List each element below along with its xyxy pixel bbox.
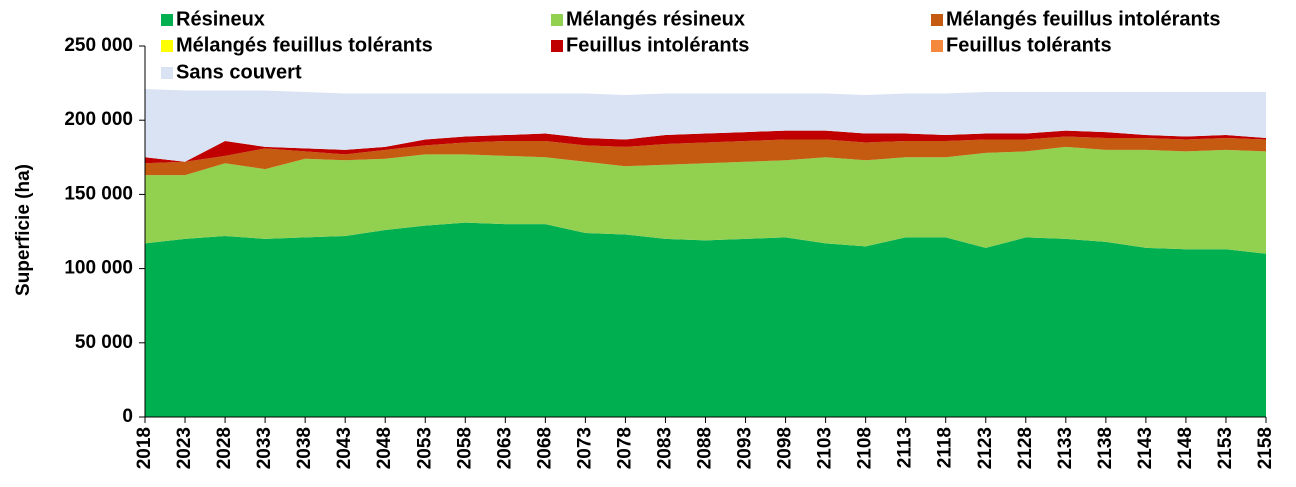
legend-swatch [551,40,563,52]
x-tick-label: 2123 [975,427,996,469]
x-tick-label: 2028 [214,427,235,469]
legend-label: Mélangés feuillus intolérants [946,8,1221,30]
x-tick-label: 2078 [614,427,635,469]
area [145,222,1266,417]
x-tick-label: 2083 [654,427,675,469]
x-tick-label: 2018 [134,427,155,469]
y-tick-label: 0 [122,406,133,427]
y-tick-label: 100 000 [64,258,133,279]
x-tick-label: 2153 [1215,427,1236,469]
x-tick-label: 2033 [254,427,275,469]
legend-label: Mélangés feuillus tolérants [176,34,433,56]
x-tick-label: 2023 [174,427,195,469]
legend-swatch [551,14,563,26]
x-tick-label: 2043 [334,427,355,469]
x-tick-label: 2098 [775,427,796,469]
x-tick-label: 2068 [534,427,555,469]
x-tick-label: 2058 [454,427,475,469]
x-tick-label: 2103 [815,427,836,469]
x-tick-label: 2138 [1095,427,1116,469]
area [145,130,1266,164]
area [145,136,1266,176]
x-tick-label: 2133 [1055,427,1076,469]
x-tick-label: 2108 [855,427,876,469]
x-tick-label: 2128 [1015,427,1036,469]
legend-label: Sans couvert [176,61,302,83]
area [145,89,1266,162]
area [145,146,1266,254]
x-tick-label: 2053 [414,427,435,469]
legend-swatch [161,40,173,52]
legend-swatch [931,40,943,52]
legend-label: Résineux [176,8,265,30]
x-tick-label: 2073 [574,427,595,469]
y-tick-label: 250 000 [64,35,133,56]
x-tick-label: 2143 [1135,427,1156,469]
legend-label: Feuillus intolérants [566,34,749,56]
y-tick-label: 150 000 [64,183,133,204]
x-tick-label: 2113 [895,427,916,468]
legend-swatch [931,14,943,26]
x-tick-label: 2158 [1255,427,1276,469]
y-tick-label: 200 000 [64,109,133,130]
x-tick-label: 2088 [695,427,716,469]
x-tick-label: 2038 [294,427,315,469]
legend-swatch [161,14,173,26]
x-tick-label: 2148 [1175,427,1196,469]
legend-swatch [161,67,173,79]
x-tick-label: 2048 [374,427,395,469]
legend-label: Mélangés résineux [566,8,745,30]
x-tick-label: 2118 [935,427,956,468]
x-tick-label: 2063 [494,427,515,469]
y-axis-label: Superficie (ha) [13,164,34,296]
legend-label: Feuillus tolérants [946,34,1112,56]
y-tick-label: 50 000 [75,332,133,353]
x-tick-label: 2093 [735,427,756,469]
